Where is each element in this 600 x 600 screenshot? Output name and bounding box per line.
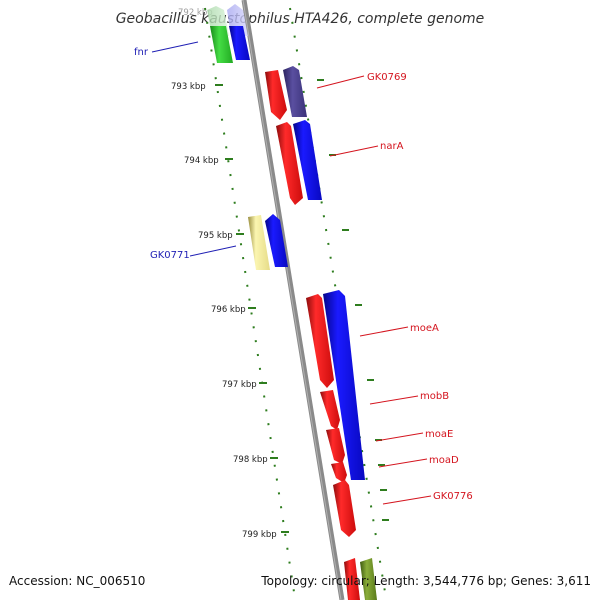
label-gk0769[interactable]: GK0769 (367, 72, 407, 83)
gene-moae[interactable] (326, 428, 345, 464)
tick-label-799: 799 kbp (242, 530, 277, 540)
label-moea[interactable]: moeA (410, 323, 439, 334)
label-gk0771[interactable]: GK0771 (150, 250, 190, 261)
gene-bottom-olive[interactable] (360, 558, 377, 600)
gene-fnr[interactable] (210, 26, 233, 63)
tick-label-796: 796 kbp (211, 305, 246, 315)
label-moae[interactable]: moaE (425, 429, 453, 440)
tick-label-798: 798 kbp (233, 455, 268, 465)
label-fnr[interactable]: fnr (134, 47, 149, 58)
tick-label-794: 794 kbp (184, 156, 219, 166)
accession-text: Accession: NC_006510 (9, 574, 146, 588)
gene-mobb[interactable] (320, 390, 340, 430)
gene-moad[interactable] (331, 462, 347, 483)
tick-label-795: 795 kbp (198, 231, 233, 241)
label-moad[interactable]: moaD (429, 455, 459, 466)
gene-moea-red[interactable] (306, 294, 334, 388)
gene-gk0771-blue[interactable] (265, 214, 288, 267)
left-tick-ring (204, 7, 295, 593)
gene-gk0769-purple[interactable] (283, 66, 307, 117)
gene-gk0776[interactable] (333, 480, 356, 537)
gene-gk0769-red[interactable] (265, 70, 287, 120)
tick-label-793: 793 kbp (171, 82, 206, 92)
genome-backbone (241, 0, 345, 600)
map-title: Geobacillus kaustophilus HTA426, complet… (116, 11, 485, 27)
tick-marks (215, 79, 389, 533)
label-gk0776[interactable]: GK0776 (433, 491, 473, 502)
genome-backbone-highlight (242, 0, 342, 600)
gene-nara-blue[interactable] (293, 120, 322, 200)
genome-summary-text: Topology: circular; Length: 3,544,776 bp… (261, 574, 591, 588)
tick-label-797: 797 kbp (222, 380, 257, 390)
faded-tick-label: 792 kbp (178, 8, 213, 18)
gene-moea-blue[interactable] (323, 290, 365, 480)
gene-gk0771[interactable] (248, 215, 270, 270)
label-nara[interactable]: narA (380, 141, 404, 152)
gene-fnr-blue[interactable] (229, 26, 250, 60)
gene-bottom-red[interactable] (344, 558, 360, 600)
label-mobb[interactable]: mobB (420, 391, 449, 402)
leader-lines (151, 41, 432, 505)
gene-nara-red[interactable] (276, 122, 303, 205)
